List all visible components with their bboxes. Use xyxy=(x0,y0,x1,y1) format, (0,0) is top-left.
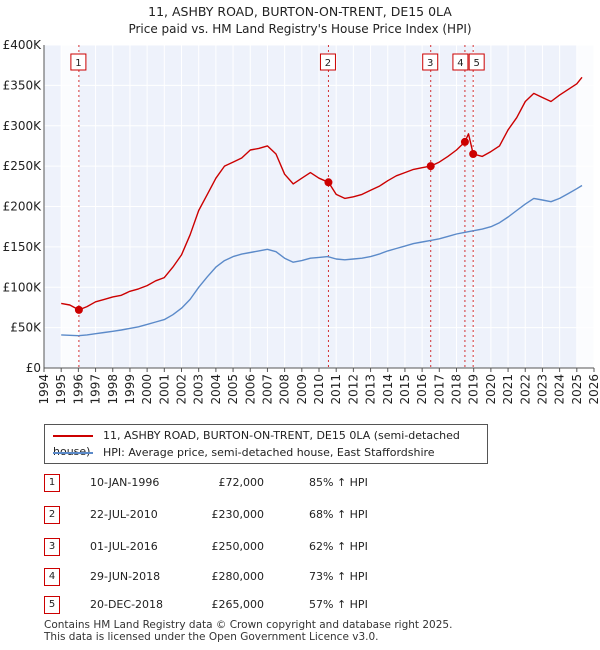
y-tick-label: £50K xyxy=(10,321,42,335)
x-tick-label: 1999 xyxy=(123,374,137,405)
sale-point-5 xyxy=(469,150,478,159)
x-tick-label: 2009 xyxy=(295,374,309,405)
series-line-hpi xyxy=(61,184,583,337)
sale-label-box xyxy=(468,53,485,71)
x-tick-label: 2012 xyxy=(346,374,360,405)
sale-label-box xyxy=(452,53,469,71)
x-tick-label: 2000 xyxy=(140,374,154,405)
legend-swatch-property xyxy=(53,435,93,437)
sale-date: 22-JUL-2010 xyxy=(90,508,158,521)
sale-number: 4 xyxy=(44,568,60,586)
y-tick-label: £350K xyxy=(3,78,43,92)
sale-point-1 xyxy=(74,305,83,314)
sale-point-3 xyxy=(426,162,435,171)
sale-label-box xyxy=(319,53,336,71)
x-tick-label: 2010 xyxy=(312,374,326,405)
legend: 11, ASHBY ROAD, BURTON-ON-TRENT, DE15 0L… xyxy=(44,424,488,464)
x-tick-label: 2023 xyxy=(535,374,549,405)
sale-label-text: 3 xyxy=(427,58,433,69)
sale-number: 1 xyxy=(44,474,60,492)
footer: Contains HM Land Registry data © Crown c… xyxy=(44,619,452,643)
sale-hpi-delta: 57% ↑ HPI xyxy=(309,598,368,611)
footer-licence: This data is licensed under the Open Gov… xyxy=(44,631,379,643)
legend-swatch-hpi xyxy=(53,452,93,454)
x-tick-label: 2015 xyxy=(398,374,412,405)
sale-label-5: 5 xyxy=(468,53,485,71)
x-tick-label: 2021 xyxy=(501,374,515,405)
x-tick-label: 2001 xyxy=(157,374,171,405)
sale-hpi-delta: 73% ↑ HPI xyxy=(309,570,368,583)
sale-label-box xyxy=(422,53,439,71)
sale-hpi-delta: 62% ↑ HPI xyxy=(309,540,368,553)
x-tick-label: 2019 xyxy=(467,374,481,405)
sale-number: 3 xyxy=(44,538,60,556)
legend-item-hpi: HPI: Average price, semi-detached house,… xyxy=(53,445,435,461)
legend-label-property: 11, ASHBY ROAD, BURTON-ON-TRENT, DE15 0L… xyxy=(53,429,460,458)
sale-label-text: 1 xyxy=(75,58,81,69)
footer-copyright: Contains HM Land Registry data © Crown c… xyxy=(44,619,453,631)
x-tick-label: 2003 xyxy=(192,374,206,405)
sale-label-text: 4 xyxy=(457,58,463,69)
x-tick-label: 2017 xyxy=(432,374,446,405)
sale-date: 20-DEC-2018 xyxy=(90,598,164,611)
price-chart: 11, ASHBY ROAD, BURTON-ON-TRENT, DE15 0L… xyxy=(3,4,600,405)
sale-number: 2 xyxy=(44,506,60,524)
x-tick-label: 2016 xyxy=(415,374,429,405)
x-tick-label: 2014 xyxy=(381,374,395,405)
x-tick-label: 2007 xyxy=(260,374,274,405)
x-tick-label: 2024 xyxy=(553,374,567,405)
x-tick-label: 1995 xyxy=(54,374,68,405)
sale-number: 5 xyxy=(44,596,60,614)
x-tick-label: 2006 xyxy=(243,374,257,405)
sale-label-text: 2 xyxy=(325,58,331,69)
chart-title: 11, ASHBY ROAD, BURTON-ON-TRENT, DE15 0L… xyxy=(148,4,452,19)
y-tick-label: £200K xyxy=(3,200,43,214)
x-tick-label: 2008 xyxy=(278,374,292,405)
y-tick-label: £400K xyxy=(3,38,43,52)
legend-item-property: 11, ASHBY ROAD, BURTON-ON-TRENT, DE15 0L… xyxy=(53,428,487,458)
y-tick-label: £300K xyxy=(3,119,43,133)
sale-date: 10-JAN-1996 xyxy=(90,476,160,489)
x-tick-label: 1996 xyxy=(71,374,85,405)
chart-subtitle: Price paid vs. HM Land Registry's House … xyxy=(128,22,471,36)
sale-hpi-delta: 85% ↑ HPI xyxy=(309,476,368,489)
sale-label-3: 3 xyxy=(422,53,439,71)
x-tick-label: 2011 xyxy=(329,374,343,405)
sale-hpi-delta: 68% ↑ HPI xyxy=(309,508,368,521)
sale-date: 29-JUN-2018 xyxy=(90,570,161,583)
sale-label-1: 1 xyxy=(70,53,87,71)
sale-label-4: 4 xyxy=(452,53,469,71)
y-tick-label: £0 xyxy=(26,361,41,375)
x-tick-label: 2018 xyxy=(450,374,464,405)
x-tick-label: 2026 xyxy=(587,374,600,405)
x-tick-label: 1998 xyxy=(106,374,120,405)
y-tick-label: £250K xyxy=(3,159,43,173)
sale-point-4 xyxy=(460,137,469,146)
sale-label-2: 2 xyxy=(319,53,336,71)
x-tick-label: 2004 xyxy=(209,374,223,405)
sale-price: £265,000 xyxy=(211,598,265,611)
legend-label-hpi: HPI: Average price, semi-detached house,… xyxy=(103,446,435,459)
sale-price: £72,000 xyxy=(218,476,265,489)
y-tick-label: £100K xyxy=(3,280,43,294)
x-tick-label: 2025 xyxy=(570,374,584,405)
sale-date: 01-JUL-2016 xyxy=(90,540,158,553)
sale-label-text: 5 xyxy=(473,58,479,69)
x-tick-label: 2022 xyxy=(518,374,532,405)
sale-price: £280,000 xyxy=(211,570,265,583)
x-tick-label: 2013 xyxy=(364,374,378,405)
x-tick-label: 2002 xyxy=(175,374,189,405)
x-tick-label: 1997 xyxy=(89,374,103,405)
sale-point-2 xyxy=(324,178,333,187)
x-tick-label: 2005 xyxy=(226,374,240,405)
x-tick-label: 1994 xyxy=(37,374,51,405)
sale-price: £230,000 xyxy=(211,508,265,521)
y-tick-label: £150K xyxy=(3,240,43,254)
sale-price: £250,000 xyxy=(211,540,265,553)
x-tick-label: 2020 xyxy=(484,374,498,405)
sale-label-box xyxy=(70,53,87,71)
